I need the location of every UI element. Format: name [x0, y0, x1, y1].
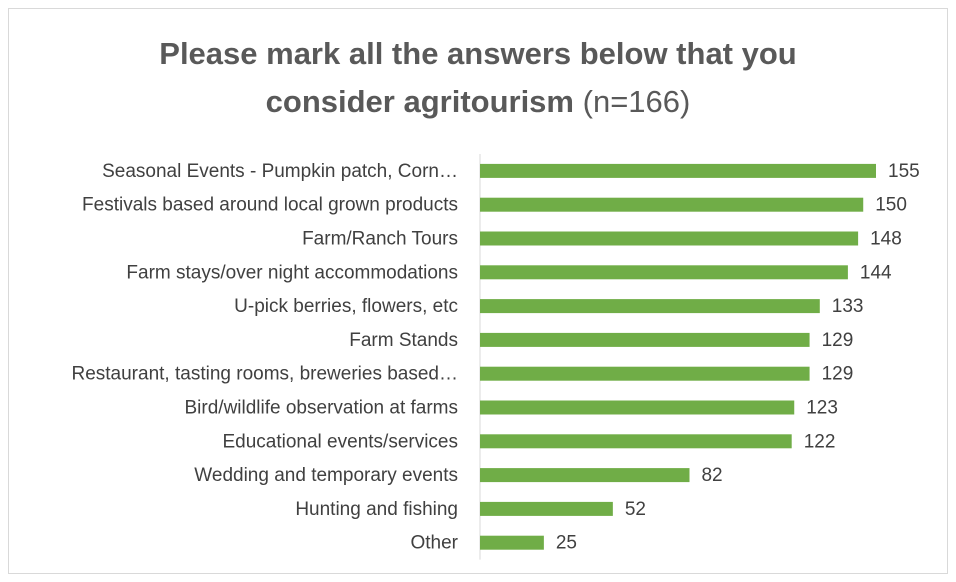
- chart-title-line2-bold: consider agritourism: [265, 84, 574, 119]
- chart-title-sample-size: (n=166): [582, 84, 691, 119]
- bar: [480, 299, 820, 314]
- data-label: 144: [860, 262, 892, 283]
- chart-frame: [8, 8, 948, 574]
- data-label: 82: [701, 465, 722, 486]
- data-label: 129: [822, 364, 854, 385]
- category-label: Educational events/services: [222, 431, 458, 452]
- data-label: 133: [832, 296, 864, 317]
- category-label: Hunting and fishing: [295, 499, 458, 520]
- chart-title-line1: Please mark all the answers below that y…: [159, 36, 797, 71]
- category-label: U-pick berries, flowers, etc: [234, 296, 458, 317]
- bar: [480, 501, 613, 516]
- data-label: 129: [822, 330, 854, 351]
- bar: [480, 231, 859, 246]
- data-label: 52: [625, 499, 646, 520]
- category-label: Festivals based around local grown produ…: [82, 195, 458, 216]
- chart-title: Please mark all the answers below that y…: [0, 30, 956, 126]
- category-label: Farm stays/over night accommodations: [126, 262, 458, 283]
- chart-title-line2: consider agritourism (n=166): [0, 78, 956, 126]
- category-label: Restaurant, tasting rooms, breweries bas…: [71, 364, 458, 385]
- category-label: Farm/Ranch Tours: [302, 229, 458, 250]
- bar: [480, 468, 690, 483]
- category-label: Wedding and temporary events: [194, 465, 458, 486]
- data-label: 150: [875, 195, 907, 216]
- data-label: 25: [556, 533, 577, 554]
- bar: [480, 366, 810, 381]
- category-label: Other: [410, 533, 458, 554]
- data-label: 148: [870, 229, 902, 250]
- bar: [480, 265, 848, 280]
- bar: [480, 197, 864, 212]
- data-label: 122: [804, 431, 836, 452]
- data-label: 123: [806, 398, 838, 419]
- category-label: Seasonal Events - Pumpkin patch, Corn…: [102, 161, 458, 182]
- category-label: Bird/wildlife observation at farms: [185, 398, 459, 419]
- bar: [480, 332, 810, 347]
- category-label: Farm Stands: [349, 330, 458, 351]
- bar: [480, 400, 795, 415]
- bar: [480, 535, 544, 550]
- bar: [480, 163, 876, 178]
- bar: [480, 434, 792, 449]
- data-label: 155: [888, 161, 920, 182]
